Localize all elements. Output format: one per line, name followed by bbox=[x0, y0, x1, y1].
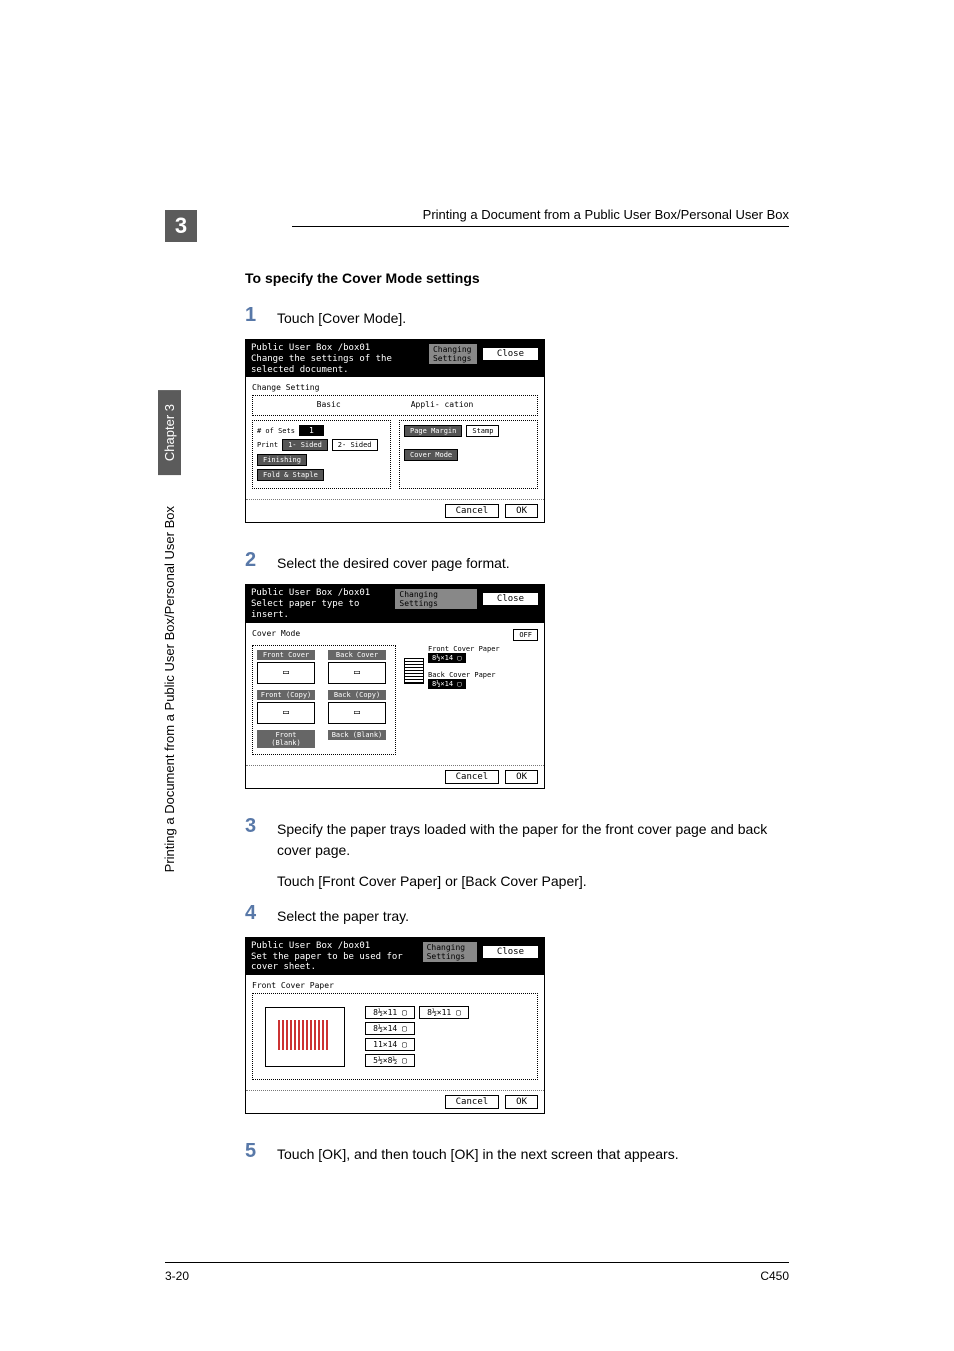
close-button[interactable]: Close bbox=[482, 945, 539, 959]
back-copy-option[interactable]: Back (Copy) ▭ bbox=[328, 690, 386, 724]
footer-model: C450 bbox=[760, 1269, 789, 1283]
front-copy-option[interactable]: Front (Copy) ▭ bbox=[257, 690, 315, 724]
application-tab[interactable]: Appli- cation bbox=[411, 400, 474, 409]
step-number: 2 bbox=[245, 549, 277, 572]
cancel-button[interactable]: Cancel bbox=[445, 504, 500, 518]
tray-4-button[interactable]: 5½×8½ ▢ bbox=[365, 1054, 415, 1067]
paper-stack-icon bbox=[404, 658, 424, 684]
tray-1b-button[interactable]: 8½×11 ▢ bbox=[419, 1006, 469, 1019]
screen3-path: Public User Box /box01 bbox=[251, 941, 422, 952]
step-number: 3 bbox=[245, 815, 277, 838]
sidebar-text: Printing a Document from a Public User B… bbox=[158, 500, 181, 878]
tray-3-button[interactable]: 11×14 ▢ bbox=[365, 1038, 415, 1051]
cancel-button[interactable]: Cancel bbox=[445, 1095, 500, 1109]
sidebar: Chapter 3 Printing a Document from a Pub… bbox=[156, 390, 184, 980]
doc-icon: ▭ bbox=[328, 662, 386, 684]
stamp-button[interactable]: Stamp bbox=[466, 425, 499, 437]
tray-2-button[interactable]: 8½×14 ▢ bbox=[365, 1022, 415, 1035]
section-title: To specify the Cover Mode settings bbox=[245, 270, 789, 286]
doc-icon: ▭ bbox=[328, 702, 386, 724]
step-text: Specify the paper trays loaded with the … bbox=[277, 815, 789, 892]
sidebar-chapter: Chapter 3 bbox=[158, 390, 181, 475]
doc-icon: ▭ bbox=[257, 702, 315, 724]
screen1-subtitle: Change the settings of the selected docu… bbox=[251, 354, 428, 376]
step-text: Touch [Cover Mode]. bbox=[277, 304, 406, 329]
back-cover-option[interactable]: Back Cover ▭ bbox=[328, 650, 386, 684]
footer-page-number: 3-20 bbox=[165, 1269, 189, 1283]
step-number: 5 bbox=[245, 1140, 277, 1163]
two-sided-button[interactable]: 2- Sided bbox=[332, 439, 378, 451]
step-4: 4 Select the paper tray. bbox=[245, 902, 789, 927]
step-5: 5 Touch [OK], and then touch [OK] in the… bbox=[245, 1140, 789, 1165]
doc-icon: ▭ bbox=[257, 662, 315, 684]
chapter-badge: 3 bbox=[165, 210, 197, 242]
cover-mode-label: Cover Mode bbox=[252, 629, 300, 638]
close-button[interactable]: Close bbox=[482, 592, 539, 606]
step-2: 2 Select the desired cover page format. bbox=[245, 549, 789, 574]
changing-settings-chip: Changing Settings bbox=[394, 588, 478, 610]
front-blank-option[interactable]: Front (Blank) bbox=[257, 730, 315, 750]
cancel-button[interactable]: Cancel bbox=[445, 770, 500, 784]
back-blank-option[interactable]: Back (Blank) bbox=[328, 730, 386, 750]
off-button[interactable]: OFF bbox=[513, 629, 538, 641]
front-cover-option[interactable]: Front Cover ▭ bbox=[257, 650, 315, 684]
ok-button[interactable]: OK bbox=[505, 1095, 538, 1109]
one-sided-button[interactable]: 1- Sided bbox=[282, 439, 328, 451]
back-cover-paper-button[interactable]: 8½×14 ▢ bbox=[428, 679, 466, 689]
page-margin-button[interactable]: Page Margin bbox=[404, 425, 462, 437]
step-text: Touch [OK], and then touch [OK] in the n… bbox=[277, 1140, 679, 1165]
cover-mode-button[interactable]: Cover Mode bbox=[404, 449, 458, 461]
screen1-path: Public User Box /box01 bbox=[251, 343, 428, 354]
ok-button[interactable]: OK bbox=[505, 504, 538, 518]
change-setting-label: Change Setting bbox=[252, 383, 538, 392]
ok-button[interactable]: OK bbox=[505, 770, 538, 784]
screen3-subtitle: Set the paper to be used for cover sheet… bbox=[251, 952, 422, 974]
fold-staple-button[interactable]: Fold & Staple bbox=[257, 469, 324, 481]
screen2-subtitle: Select paper type to insert. bbox=[251, 599, 394, 621]
finishing-button[interactable]: Finishing bbox=[257, 454, 307, 466]
step-number: 1 bbox=[245, 304, 277, 327]
step-number: 4 bbox=[245, 902, 277, 925]
step-1: 1 Touch [Cover Mode]. bbox=[245, 304, 789, 329]
screen2-path: Public User Box /box01 bbox=[251, 588, 394, 599]
changing-settings-chip: Changing Settings bbox=[422, 941, 478, 963]
changing-settings-chip: Changing Settings bbox=[428, 343, 478, 365]
close-button[interactable]: Close bbox=[482, 347, 539, 361]
front-cover-paper-button[interactable]: 8½×14 ▢ bbox=[428, 653, 466, 663]
screenshot-2: Public User Box /box01 Select paper type… bbox=[245, 584, 789, 788]
front-cover-paper-label: Front Cover Paper bbox=[428, 645, 500, 653]
step-3: 3 Specify the paper trays loaded with th… bbox=[245, 815, 789, 892]
print-label: Print bbox=[257, 441, 278, 449]
back-cover-paper-label: Back Cover Paper bbox=[428, 671, 500, 679]
num-sets-label: # of Sets bbox=[257, 427, 295, 435]
num-sets-value: 1 bbox=[299, 425, 324, 436]
step-text: Select the paper tray. bbox=[277, 902, 409, 927]
screenshot-1: Public User Box /box01 Change the settin… bbox=[245, 339, 789, 523]
header-title: Printing a Document from a Public User B… bbox=[423, 207, 789, 222]
page-footer: 3-20 C450 bbox=[165, 1262, 789, 1283]
screenshot-3: Public User Box /box01 Set the paper to … bbox=[245, 937, 789, 1114]
basic-tab[interactable]: Basic bbox=[317, 400, 341, 409]
step-text: Select the desired cover page format. bbox=[277, 549, 510, 574]
copier-icon bbox=[265, 1007, 345, 1067]
tray-1-button[interactable]: 8½×11 ▢ bbox=[365, 1006, 415, 1019]
front-cover-paper-label: Front Cover Paper bbox=[252, 981, 538, 990]
page-header: 3 Printing a Document from a Public User… bbox=[165, 210, 789, 242]
